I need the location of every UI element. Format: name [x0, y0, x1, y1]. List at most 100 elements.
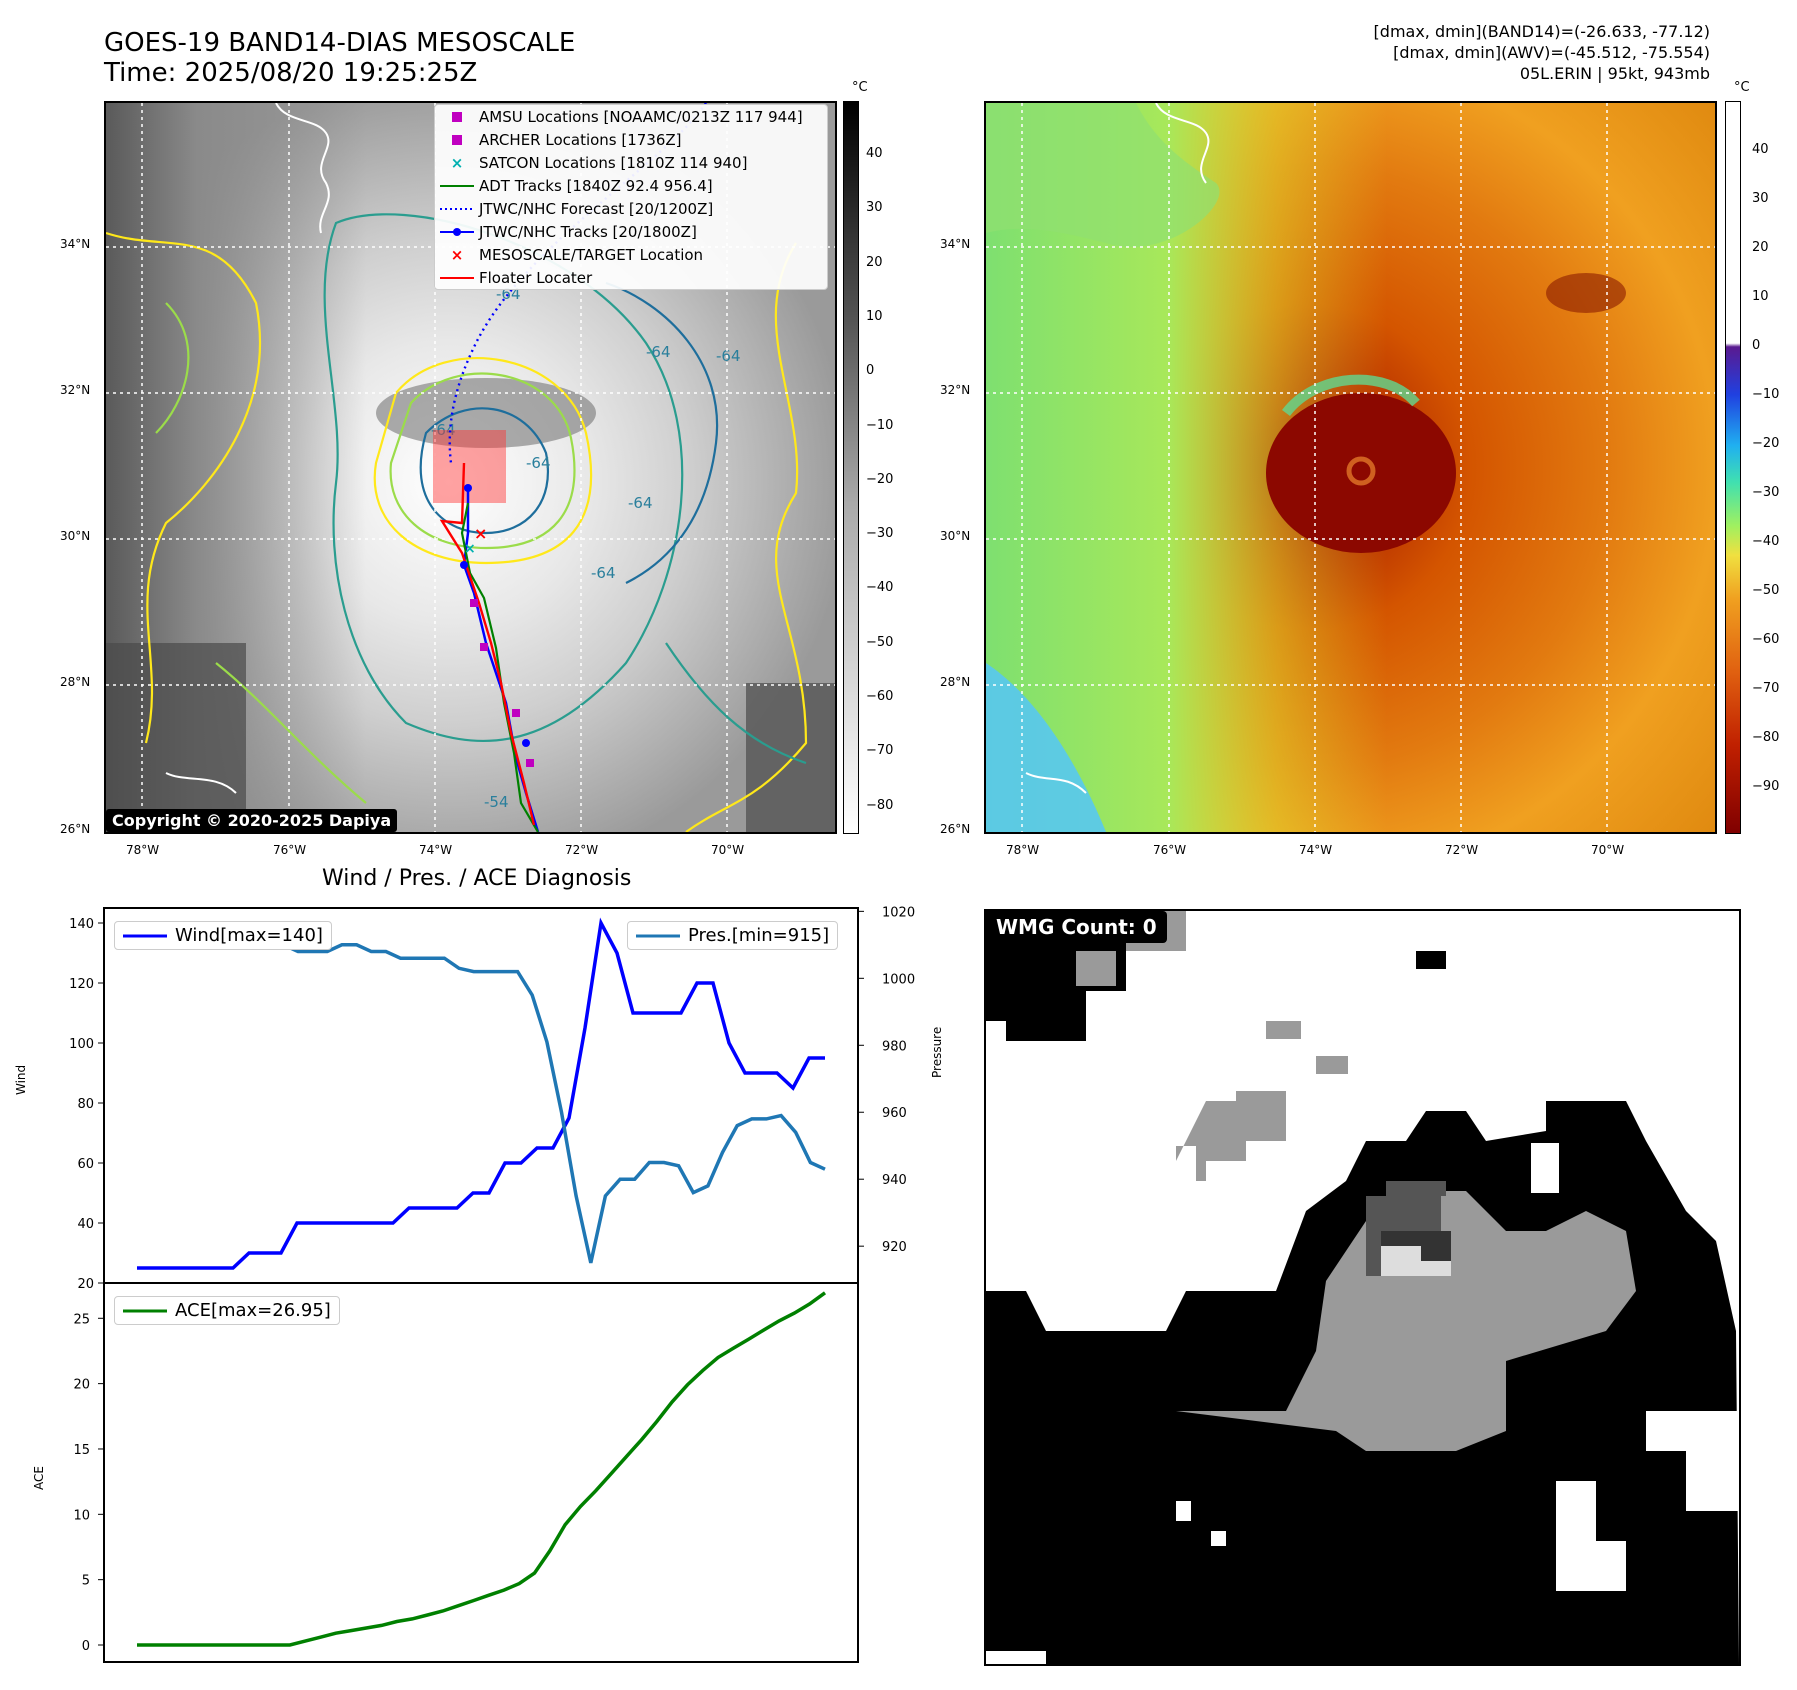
lat-label: 32°N: [940, 383, 971, 397]
svg-text:×: ×: [474, 524, 487, 543]
wmg-count-badge: WMG Count: 0: [986, 911, 1167, 943]
ace-ytick-label: 0: [82, 1639, 90, 1654]
colorbar-left-tick: 10: [866, 308, 883, 324]
pressure-ytick-label: 1020: [882, 905, 915, 920]
wind-plot-frame: [103, 907, 859, 1284]
ace-ytick-label: 15: [73, 1443, 90, 1458]
colorbar-right: [1725, 101, 1741, 834]
storm-info: 05L.ERIN | 95kt, 943mb: [1519, 64, 1710, 83]
colorbar-left-tick: −50: [866, 634, 894, 650]
pressure-ytick-label: 1000: [882, 972, 915, 987]
ace-chart: 0 5 10 15 20 25: [73, 1282, 859, 1663]
lon-label: 70°W: [1591, 843, 1625, 857]
colorbar-left-tick: −60: [866, 689, 894, 704]
lon-label: 78°W: [1006, 843, 1040, 857]
pressure-legend: Pres.[min=915]: [627, 921, 839, 950]
lat-label: 30°N: [940, 529, 971, 543]
contour-label: -64: [526, 454, 551, 472]
wind-axis-label: Wind: [14, 1064, 28, 1095]
colorbar-left-tick: 30: [866, 200, 883, 216]
wind-ytick-label: 20: [77, 1277, 94, 1290]
ace-ytick-label: 25: [73, 1312, 90, 1327]
contour-label: -64: [591, 564, 616, 582]
pressure-ytick-label: 940: [882, 1173, 907, 1188]
lat-label: 32°N: [60, 383, 91, 397]
lon-label: 72°W: [565, 843, 599, 857]
figure-title-line2: Time: 2025/08/20 19:25:25Z: [104, 58, 478, 88]
dmax-awv: [dmax, dmin](AWV)=(-45.512, -75.554): [1393, 43, 1710, 62]
lon-label: 70°W: [711, 843, 745, 857]
colorbar-left-unit: °C: [852, 80, 868, 95]
ace-ytick-label: 5: [82, 1574, 90, 1589]
ace-legend: ACE[max=26.95]: [114, 1296, 340, 1325]
ace-ytick-label: 20: [73, 1378, 90, 1393]
pressure-ytick-label: 920: [882, 1240, 907, 1255]
lat-label: 26°N: [940, 822, 971, 836]
lat-label: 34°N: [60, 237, 91, 251]
pressure-ytick-label: 980: [882, 1039, 907, 1054]
colorbar-right-tick: −10: [1752, 387, 1780, 402]
ace-axis-label: ACE: [32, 1466, 46, 1490]
ace-ytick-label: 10: [73, 1508, 90, 1523]
contour-label: -54: [484, 793, 509, 811]
colorbar-right-tick: 20: [1752, 240, 1769, 255]
lon-label: 74°W: [1299, 843, 1333, 857]
legend-item-archer: ARCHER Locations [1736Z]: [435, 128, 827, 151]
wind-ytick-label: 80: [77, 1097, 94, 1112]
wind-pressure-chart: 20 40 60 80 100 120 140 920 940 960 980 1000 1020: [69, 905, 915, 1290]
colorbar-right-tick: −70: [1752, 681, 1780, 696]
colorbar-right-tick: −90: [1752, 779, 1780, 794]
lon-label: 76°W: [273, 843, 307, 857]
colorbar-left-tick: −40: [866, 580, 894, 596]
lat-label: 28°N: [60, 675, 91, 689]
lat-label: 26°N: [60, 822, 91, 836]
colorbar-left-tick: −70: [866, 743, 894, 759]
legend-item-satcon: × SATCON Locations [1810Z 114 940]: [450, 153, 748, 172]
colorbar-right-unit: °C: [1734, 80, 1750, 95]
copyright-label: Copyright © 2020-2025 Dapiya: [106, 809, 398, 832]
wind-ytick-label: 60: [77, 1157, 94, 1172]
figure-title-line1: GOES-19 BAND14-DIAS MESOSCALE: [104, 28, 576, 58]
legend-item-mesoscale: × MESOSCALE/TARGET Location: [450, 245, 704, 264]
wind-legend: Wind[max=140]: [114, 921, 332, 950]
colorbar-right-tick: −20: [1752, 436, 1780, 451]
pressure-series-line: [137, 926, 826, 1264]
colorbar-right-tick: −80: [1752, 730, 1780, 745]
band14-map-panel: -64 -64 -64 -64 -64 -64 -64 -54 ×: [104, 101, 837, 834]
lon-label: 74°W: [419, 843, 453, 857]
lon-label: 72°W: [1445, 843, 1479, 857]
colorbar-right-tick: −50: [1752, 583, 1780, 598]
colorbar-left-tick: −80: [866, 797, 894, 813]
colorbar-right-tick: −60: [1752, 632, 1780, 647]
contour-label: -64: [716, 347, 741, 365]
awv-map-image: [986, 103, 1715, 832]
wind-ytick-label: 40: [77, 1217, 94, 1232]
colorbar-left-tick: −30: [866, 526, 894, 542]
colorbar-left-tick: −10: [866, 417, 894, 433]
legend-item-amsu: AMSU Locations [NOAAMC/0213Z 117 944]: [435, 105, 827, 128]
pressure-axis-label: Pressure: [930, 1026, 944, 1078]
legend-item-adt: ADT Tracks [1840Z 92.4 956.4]: [440, 176, 713, 195]
map-legend: AMSU Locations [NOAAMC/0213Z 117 944] AR…: [434, 104, 828, 290]
legend-item-floater: Floater Locater: [440, 268, 593, 287]
lat-label: 30°N: [60, 529, 91, 543]
wmg-image: [986, 911, 1739, 1664]
diagnosis-title: Wind / Pres. / ACE Diagnosis: [322, 866, 632, 891]
wind-ytick-label: 120: [69, 977, 94, 992]
lat-label: 28°N: [940, 675, 971, 689]
colorbar-right-tick: 10: [1752, 289, 1769, 304]
colorbar-left-tick: 40: [866, 146, 883, 161]
legend-item-forecast: JTWC/NHC Forecast [20/1200Z]: [440, 199, 714, 218]
colorbar-right-tick: −40: [1752, 534, 1780, 549]
dmax-band14: [dmax, dmin](BAND14)=(-26.633, -77.12): [1373, 22, 1710, 41]
contour-label: -64: [646, 343, 671, 361]
colorbar-right-tick: 0: [1752, 338, 1761, 353]
wmg-panel: WMG Count: 0: [984, 909, 1741, 1666]
colorbar-right-tick: −30: [1752, 485, 1780, 500]
awv-map-panel: [984, 101, 1717, 834]
pressure-ytick-label: 960: [882, 1106, 907, 1121]
ace-plot-frame: [103, 1282, 859, 1663]
colorbar-left-tick: −20: [866, 471, 894, 487]
lon-label: 78°W: [126, 843, 160, 857]
colorbar-left-tick: 0: [866, 363, 875, 379]
